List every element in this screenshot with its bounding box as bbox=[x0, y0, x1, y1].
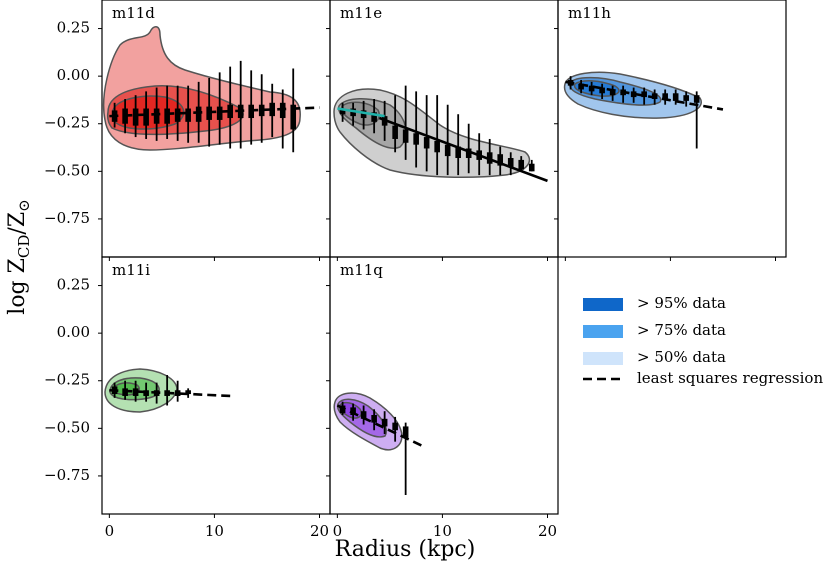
box bbox=[185, 390, 191, 395]
y-label-part: CD bbox=[15, 235, 33, 259]
box bbox=[216, 106, 223, 120]
panel-title: m11h bbox=[568, 4, 611, 22]
box bbox=[518, 159, 525, 170]
box bbox=[693, 95, 700, 103]
box bbox=[350, 407, 356, 416]
panel-title: m11d bbox=[112, 4, 155, 22]
x-tick-label: 20 bbox=[310, 522, 329, 540]
x-axis-label: Radius (kpc) bbox=[335, 537, 476, 562]
y-tick-label: −0.25 bbox=[44, 114, 90, 132]
box bbox=[683, 95, 689, 101]
box bbox=[455, 146, 461, 159]
x-tick-label: 0 bbox=[105, 522, 115, 540]
legend-label: > 95% data bbox=[637, 294, 726, 312]
box bbox=[609, 89, 616, 96]
box bbox=[381, 418, 388, 427]
regression-line bbox=[109, 388, 231, 398]
box bbox=[651, 93, 658, 99]
panel-title: m11i bbox=[112, 261, 150, 279]
box bbox=[339, 108, 346, 115]
box bbox=[402, 426, 409, 438]
box bbox=[528, 163, 535, 172]
box bbox=[279, 102, 286, 119]
box bbox=[185, 108, 191, 122]
box bbox=[174, 108, 181, 122]
box bbox=[290, 104, 297, 130]
y-tick-label: −0.50 bbox=[44, 161, 90, 179]
box bbox=[599, 87, 605, 94]
regression-line bbox=[565, 80, 724, 111]
box bbox=[360, 411, 367, 419]
box bbox=[578, 83, 584, 90]
box bbox=[360, 110, 367, 119]
x-tick-label: 0 bbox=[333, 522, 343, 540]
panel-frame bbox=[329, 256, 559, 515]
y-tick-label: 0.00 bbox=[57, 66, 90, 84]
regression-line bbox=[109, 106, 320, 118]
y-tick-label: −0.50 bbox=[44, 418, 90, 436]
panel-frame bbox=[557, 0, 787, 258]
box bbox=[444, 144, 451, 157]
y-axis-label: log ZCD/Z⊙ bbox=[5, 199, 33, 314]
x-tick-label: 10 bbox=[433, 522, 452, 540]
regression-line bbox=[337, 107, 385, 118]
x-tick-label: 20 bbox=[538, 522, 557, 540]
x-tick-label: 10 bbox=[205, 522, 224, 540]
regression-line bbox=[378, 116, 548, 183]
box bbox=[434, 140, 440, 153]
panel-title: m11q bbox=[340, 261, 383, 279]
legend-label: least squares regression bbox=[637, 369, 823, 387]
y-tick-label: −0.75 bbox=[44, 209, 90, 227]
y-label-part: ⊙ bbox=[15, 199, 33, 212]
box bbox=[630, 91, 637, 98]
box bbox=[195, 106, 202, 122]
box bbox=[588, 85, 595, 92]
contour-95 bbox=[341, 101, 380, 126]
box bbox=[371, 112, 377, 122]
legend-label: > 75% data bbox=[637, 321, 726, 339]
y-label-part: log Z bbox=[5, 258, 30, 315]
box bbox=[174, 390, 181, 396]
legend-patch bbox=[583, 352, 623, 365]
box bbox=[413, 133, 419, 145]
y-tick-label: 0.00 bbox=[57, 323, 90, 341]
panel-title: m11e bbox=[340, 4, 382, 22]
box bbox=[164, 108, 170, 124]
box bbox=[662, 93, 668, 99]
box bbox=[392, 422, 398, 431]
y-tick-label: −0.25 bbox=[44, 371, 90, 389]
box bbox=[132, 108, 139, 126]
box bbox=[143, 108, 149, 126]
box bbox=[672, 93, 679, 101]
y-label-part: /Z bbox=[5, 212, 30, 235]
legend-patch bbox=[583, 298, 623, 311]
y-tick-label: −0.75 bbox=[44, 466, 90, 484]
legend-patch bbox=[583, 325, 623, 338]
box bbox=[371, 415, 377, 423]
box bbox=[507, 158, 514, 168]
legend-label: > 50% data bbox=[637, 348, 726, 366]
box bbox=[392, 125, 398, 139]
box bbox=[402, 129, 409, 143]
y-tick-label: 0.25 bbox=[57, 19, 90, 37]
box bbox=[132, 388, 139, 396]
box bbox=[258, 104, 265, 117]
regression-line bbox=[336, 404, 422, 447]
box bbox=[423, 137, 430, 149]
box bbox=[641, 91, 647, 98]
box bbox=[153, 108, 160, 124]
box bbox=[497, 154, 504, 166]
y-tick-label: 0.25 bbox=[57, 276, 90, 294]
box bbox=[465, 148, 472, 159]
